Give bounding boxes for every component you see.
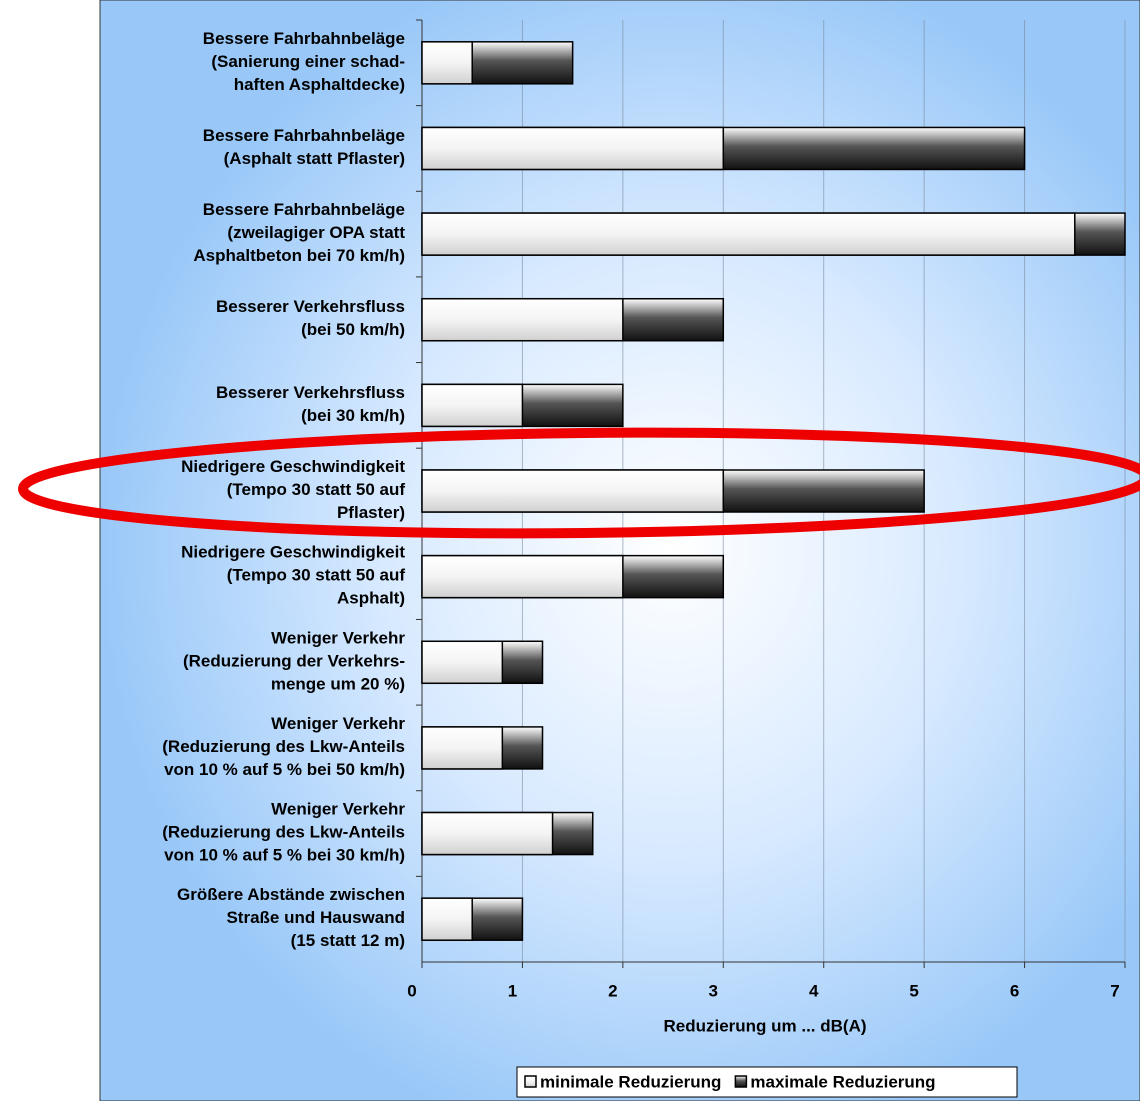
y-tick-label: Niedrigere Geschwindigkeit (Tempo 30 stat… [181, 543, 405, 608]
x-tick-label: 2 [608, 981, 617, 1000]
y-tick-label: Niedrigere Geschwindigkeit (Tempo 30 stat… [181, 457, 405, 522]
highlight-ellipse [18, 427, 1140, 539]
y-tick-label: Weniger Verkehr (Reduzierung der Verkehrs… [183, 629, 405, 694]
x-tick-label: 5 [909, 981, 918, 1000]
x-axis-title: Reduzierung um ... dB(A) [663, 1016, 866, 1035]
bar [421, 297, 624, 342]
x-tick-label: 4 [809, 981, 819, 1000]
y-tick-label: Weniger Verkehr (Reduzierung des Lkw-Ante… [162, 800, 405, 865]
bar [421, 41, 473, 85]
x-tick-label: 1 [508, 981, 517, 1000]
legend-swatch [524, 1075, 537, 1088]
y-tick-label: Besserer Verkehrsfluss (bei 50 km/h) [216, 298, 405, 340]
y-tick-label: Größere Abstände zwischen Straße und Haus… [177, 886, 405, 951]
legend-swatch [734, 1075, 748, 1088]
x-tick-label: 3 [709, 981, 718, 1000]
x-tick-label: 7 [1110, 981, 1119, 1000]
bar [421, 469, 725, 513]
bar [421, 726, 504, 770]
bar [421, 383, 524, 428]
x-tick-label: 0 [407, 981, 416, 1000]
bar [421, 212, 1076, 256]
bar [421, 640, 504, 685]
legend-label: maximale Reduzierung [750, 1072, 935, 1091]
chart-background [99, 0, 1140, 1102]
y-tick-label: Besserer Verkehrsfluss (bei 30 km/h) [216, 383, 405, 425]
y-tick-label: Weniger Verkehr (Reduzierung des Lkw-Ante… [162, 714, 405, 779]
y-tick-label: Bessere Fahrbahnbeläge (Sanierung einer s… [203, 29, 405, 94]
legend-box [516, 1066, 1018, 1098]
legend-label: minimale Reduzierung [540, 1072, 721, 1091]
y-tick-label: Bessere Fahrbahnbeläge (zweilagiger OPA s… [193, 201, 405, 266]
bar [421, 554, 624, 599]
bar [421, 811, 554, 856]
bar [421, 897, 473, 941]
y-tick-label: Bessere Fahrbahnbeläge (Asphalt statt Pfl… [203, 126, 405, 168]
x-tick-label: 6 [1010, 981, 1019, 1000]
bar [421, 126, 725, 171]
